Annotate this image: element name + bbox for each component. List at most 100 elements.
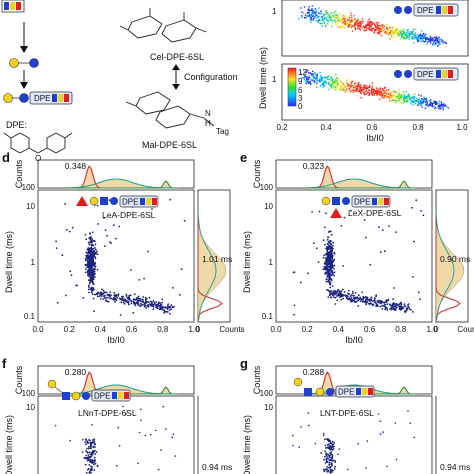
heat-point [422, 99, 425, 102]
heat-point [386, 30, 388, 32]
heat-point [379, 25, 382, 27]
heat-point [389, 97, 391, 99]
heat-point [402, 92, 404, 94]
heat-point [406, 101, 409, 103]
heat-point [391, 29, 394, 31]
glcnac-icon [332, 197, 340, 205]
scatter-point [355, 297, 358, 300]
scatter-point [331, 257, 334, 260]
scatter-point [157, 302, 160, 305]
heat-point [305, 78, 308, 81]
scatter-point [293, 271, 296, 273]
scatter-point [328, 271, 330, 273]
heat-point [389, 38, 391, 40]
heat-point [313, 12, 315, 14]
heat-point [382, 27, 384, 29]
scatter-point [329, 281, 332, 284]
heat-point [349, 86, 352, 89]
scatter-point [365, 303, 368, 306]
heat-point [375, 88, 378, 90]
heat-point [333, 80, 336, 82]
scatter-point [152, 300, 155, 302]
fucose-icon [76, 196, 88, 206]
heat-point [384, 30, 386, 33]
heat-point [329, 18, 331, 21]
dpe-tag-blue [52, 94, 57, 102]
scatter-point [328, 281, 331, 284]
scatter-point [122, 295, 124, 298]
scatter-point [354, 292, 357, 294]
heat-point [358, 81, 360, 84]
scatter-point [332, 244, 334, 247]
scatter-point [108, 199, 111, 202]
scatter-point [94, 248, 97, 251]
heat-point [400, 97, 402, 99]
heat-point [429, 101, 432, 103]
scatter-point [93, 463, 95, 466]
scatter-point [92, 281, 94, 284]
heat-point [382, 29, 385, 31]
heat-point [395, 96, 398, 98]
scatter-point [113, 296, 115, 299]
scatter-point [334, 296, 337, 299]
heat-point [391, 101, 393, 103]
heat-point [376, 94, 378, 97]
heat-point [316, 86, 318, 89]
scatter-point [94, 276, 96, 278]
heat-point [310, 15, 312, 17]
heat-point [365, 90, 367, 92]
scatter-point [385, 301, 388, 303]
scatter-point [160, 306, 162, 309]
scatter-point [161, 306, 164, 309]
scatter-point [333, 264, 336, 267]
heat-point [369, 92, 371, 95]
heat-point [391, 32, 393, 34]
scatter-point [325, 454, 327, 456]
heat-point [349, 84, 352, 86]
heat-point [416, 34, 418, 36]
heat-point [305, 82, 307, 85]
scatter-point [171, 436, 173, 439]
scatter-point [364, 298, 367, 301]
scatter-point [346, 297, 348, 300]
heat-point [374, 23, 376, 26]
scatter-point [394, 309, 397, 311]
heat-point [396, 100, 398, 102]
scatter-point [92, 452, 95, 454]
heat-point [366, 87, 369, 89]
heat-point [371, 23, 373, 25]
scatter-point [88, 464, 91, 466]
scatter-point [388, 225, 390, 228]
heat-point [326, 12, 328, 14]
heat-point [438, 100, 441, 102]
scatter-point [333, 274, 336, 277]
dpe-glyph-blue [112, 392, 117, 399]
heat-point [375, 29, 377, 31]
scatter-point [85, 268, 87, 271]
scatter-point [87, 273, 90, 276]
heat-point [371, 88, 374, 90]
heat-point [388, 28, 390, 31]
heat-point [304, 17, 306, 19]
scatter-point [329, 452, 332, 455]
scatter-point [383, 250, 386, 253]
heat-point [377, 25, 379, 27]
scatter-point [88, 258, 91, 261]
heat-point [421, 101, 424, 103]
heat-point [403, 94, 406, 96]
scatter-point [330, 233, 333, 236]
heat-point [420, 103, 422, 106]
scatter-point [161, 308, 164, 311]
scatter-point [161, 298, 164, 301]
scatter-point [331, 294, 334, 297]
heat-point [421, 37, 423, 39]
scatter-point [328, 294, 331, 297]
heat-point [334, 86, 336, 89]
heat-point [364, 26, 366, 29]
heat-point [442, 40, 444, 42]
scatter-point [334, 303, 337, 305]
heat-point [364, 84, 366, 86]
blue-circle-1 [29, 58, 39, 68]
scatter-point [379, 305, 382, 308]
scatter-point [133, 293, 136, 296]
